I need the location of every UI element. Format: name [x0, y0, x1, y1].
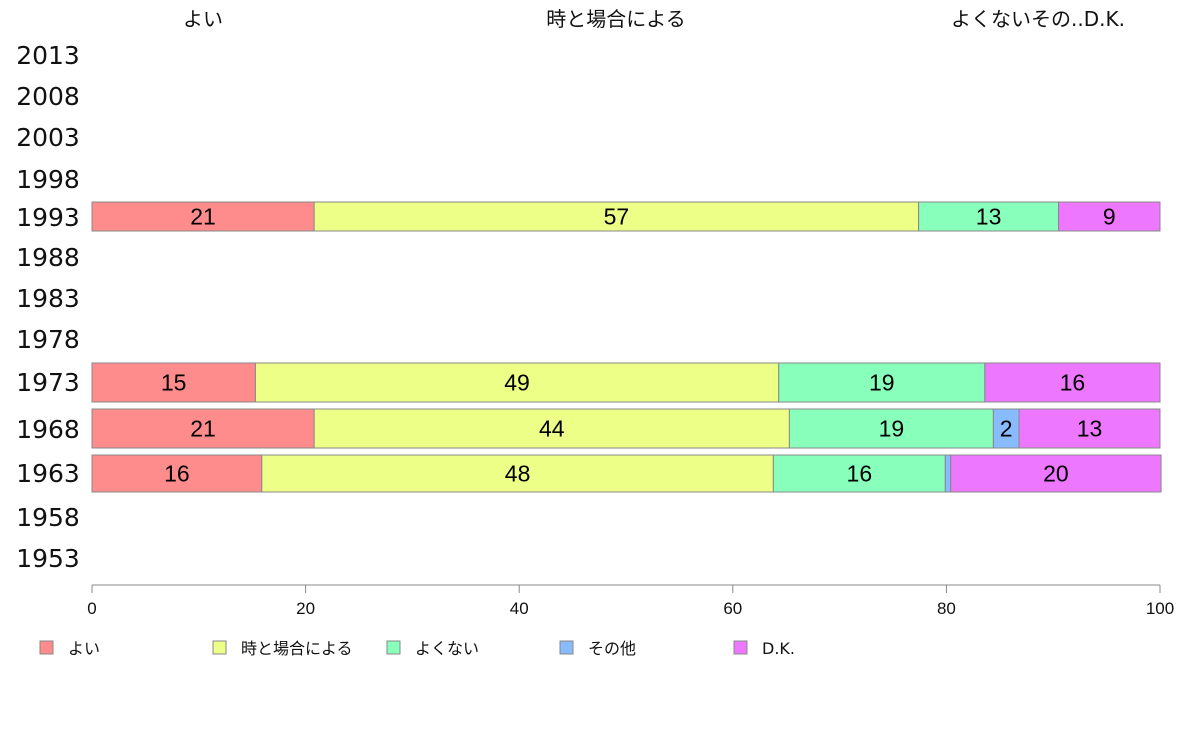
top-label: よい [183, 7, 223, 31]
y-tick-label: 1963 [16, 459, 80, 488]
data-label: 13 [1077, 416, 1103, 442]
bar-segment [313, 201, 920, 232]
x-tick-label: 0 [87, 599, 96, 618]
bar-segment [1058, 201, 1161, 232]
data-label: 9 [1103, 204, 1116, 230]
y-tick-label: 2008 [16, 82, 80, 111]
x-tick-label: 60 [723, 599, 742, 618]
data-label: 49 [504, 370, 530, 396]
data-label: 19 [879, 416, 905, 442]
top-label: 時と場合による [546, 7, 685, 31]
y-tick-label: 1953 [16, 544, 80, 573]
data-label: 2 [1000, 416, 1013, 442]
legend-swatch [39, 640, 54, 655]
x-tick-label: 100 [1146, 599, 1174, 618]
y-tick-label: 1993 [16, 203, 80, 232]
x-tick-label: 40 [510, 599, 529, 618]
legend-label: よい [68, 639, 100, 658]
y-tick-label: 1958 [16, 503, 80, 532]
top-label: よくないその..D.K. [951, 7, 1125, 31]
bar-segment [313, 408, 790, 449]
data-label: 16 [1060, 370, 1086, 396]
legend-swatch [386, 640, 401, 655]
data-label: 20 [1043, 461, 1069, 487]
y-tick-label: 1983 [16, 284, 80, 313]
data-label: 15 [161, 370, 187, 396]
bar-segment [944, 454, 952, 493]
legend-swatch [733, 640, 748, 655]
y-tick-label: 2003 [16, 123, 80, 152]
y-tick-label: 2013 [16, 41, 80, 70]
bar-segment [918, 201, 1060, 232]
bar-segment [91, 454, 263, 493]
data-label: 21 [190, 416, 216, 442]
bar-segment [1018, 408, 1161, 449]
legend-swatch [212, 640, 227, 655]
bar-segment [91, 362, 256, 403]
y-tick-label: 1998 [16, 165, 80, 194]
data-label: 13 [976, 204, 1002, 230]
bar-segment [254, 362, 780, 403]
data-label: 44 [539, 416, 565, 442]
bar-segment [91, 408, 315, 449]
x-tick-label: 80 [937, 599, 956, 618]
bar-segment [992, 408, 1020, 449]
data-label: 21 [190, 204, 216, 230]
y-tick-label: 1973 [16, 368, 80, 397]
bar-segment [91, 201, 315, 232]
data-label: 16 [164, 461, 190, 487]
x-tick-label: 20 [296, 599, 315, 618]
y-tick-label: 1978 [16, 325, 80, 354]
data-label: 57 [604, 204, 630, 230]
y-tick-label: 1988 [16, 243, 80, 272]
legend-label: その他 [588, 639, 636, 658]
data-label: 48 [505, 461, 531, 487]
bar-segment [984, 362, 1161, 403]
data-label: 19 [869, 370, 895, 396]
bar-segment [950, 454, 1162, 493]
bar-segment [778, 362, 986, 403]
legend-label: 時と場合による [241, 639, 353, 658]
legend-label: よくない [415, 639, 479, 658]
legend-label: D.K. [762, 639, 795, 658]
bar-segment [772, 454, 946, 493]
legend-swatch [559, 640, 574, 655]
data-label: 16 [847, 461, 873, 487]
y-tick-label: 1968 [16, 415, 80, 444]
